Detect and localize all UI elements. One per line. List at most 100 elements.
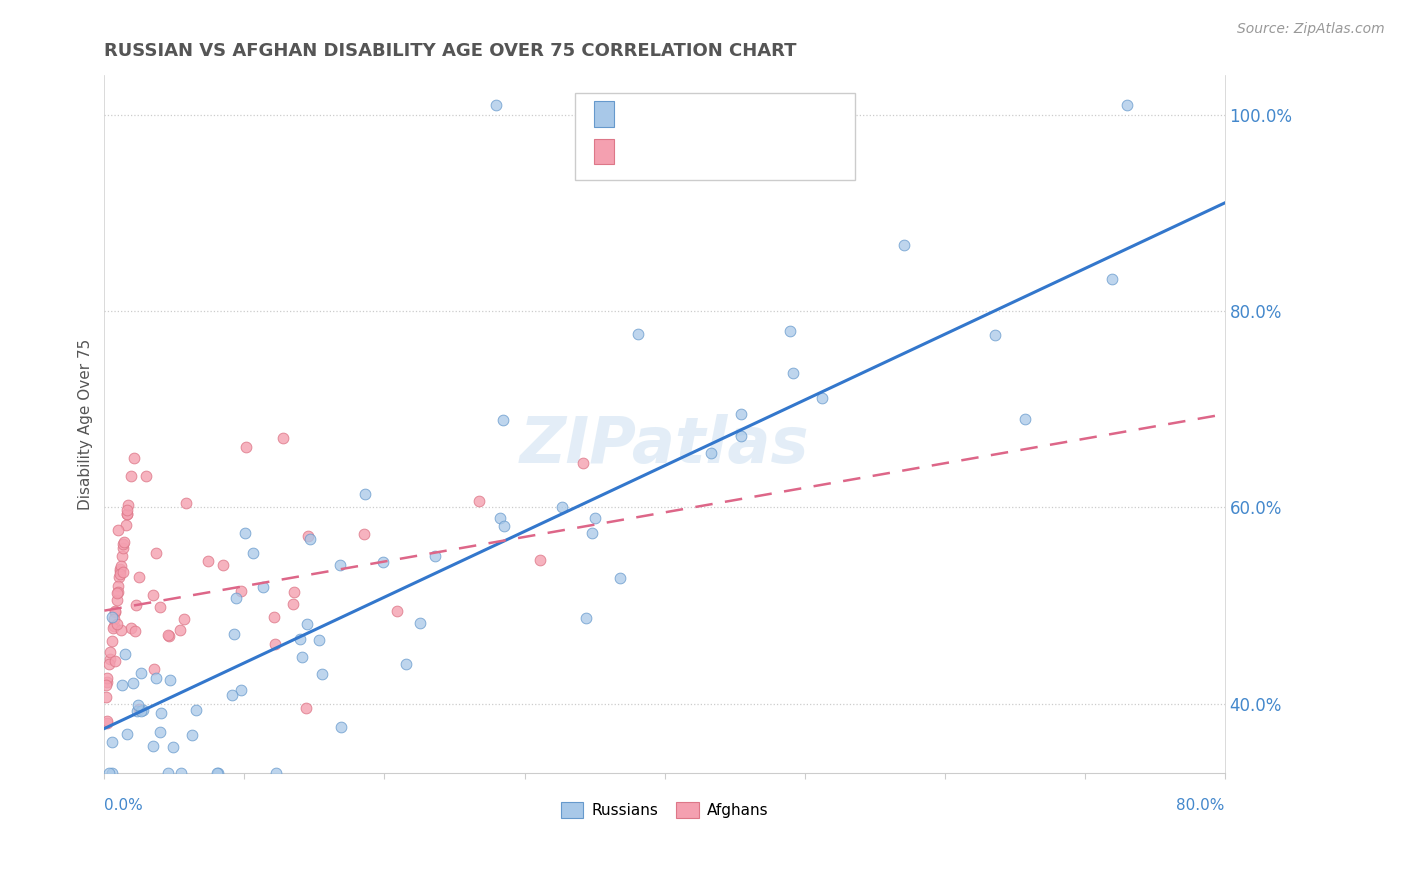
FancyBboxPatch shape: [575, 93, 855, 180]
Point: [221, 688, 243, 702]
Point: [145, 546, 167, 560]
Point: [297, 529, 319, 543]
Point: [129, 666, 152, 681]
Point: [263, 610, 285, 624]
Point: [231, 583, 253, 598]
Point: [103, 619, 125, 633]
Point: [117, 503, 139, 517]
Point: [112, 534, 135, 549]
Point: [489, 511, 512, 525]
Text: R = 0.435   N = 67: R = 0.435 N = 67: [626, 106, 778, 121]
Point: [117, 498, 139, 512]
Point: [108, 570, 131, 584]
Point: [409, 615, 432, 630]
Point: [114, 647, 136, 661]
Point: [492, 519, 515, 533]
Point: [353, 486, 375, 500]
Point: [157, 628, 180, 642]
Point: [295, 616, 318, 631]
Text: RUSSIAN VS AFGHAN DISABILITY AGE OVER 75 CORRELATION CHART: RUSSIAN VS AFGHAN DISABILITY AGE OVER 75…: [104, 42, 797, 60]
Point: [107, 586, 129, 600]
Point: [395, 657, 418, 671]
Point: [104, 603, 127, 617]
Point: [207, 765, 229, 780]
Point: [111, 541, 134, 556]
Point: [114, 518, 136, 533]
Point: [115, 507, 138, 521]
Point: [252, 580, 274, 594]
Point: [551, 500, 574, 515]
Point: [485, 97, 508, 112]
Point: [141, 588, 163, 602]
Point: [96, 715, 118, 730]
Point: [108, 564, 131, 578]
Point: [893, 237, 915, 252]
Text: ZIPatlas: ZIPatlas: [520, 414, 810, 476]
Point: [242, 546, 264, 560]
Point: [699, 445, 721, 459]
Point: [1115, 97, 1137, 112]
Point: [583, 511, 606, 525]
Point: [609, 571, 631, 585]
Point: [295, 700, 318, 714]
Point: [157, 765, 180, 780]
Point: [205, 765, 228, 780]
Point: [423, 549, 446, 564]
Point: [115, 507, 138, 521]
Point: [353, 527, 375, 541]
Point: [143, 662, 166, 676]
Point: [107, 523, 129, 537]
FancyBboxPatch shape: [593, 138, 614, 164]
Point: [149, 725, 172, 739]
Point: [311, 667, 333, 681]
Point: [125, 599, 148, 613]
Point: [730, 407, 752, 421]
Point: [779, 324, 801, 338]
Point: [575, 611, 598, 625]
Text: Source: ZipAtlas.com: Source: ZipAtlas.com: [1237, 22, 1385, 37]
Point: [233, 526, 256, 541]
Point: [98, 651, 121, 665]
Point: [264, 765, 287, 780]
Point: [291, 649, 314, 664]
Point: [810, 392, 832, 406]
Y-axis label: Disability Age Over 75: Disability Age Over 75: [79, 338, 93, 509]
Point: [1101, 272, 1123, 286]
Point: [329, 720, 352, 734]
Point: [101, 765, 124, 780]
Point: [121, 468, 143, 483]
Point: [157, 629, 180, 643]
Point: [103, 621, 125, 635]
Point: [211, 558, 233, 573]
Point: [100, 735, 122, 749]
Point: [125, 704, 148, 718]
Point: [173, 612, 195, 626]
Point: [142, 739, 165, 753]
Point: [984, 328, 1007, 343]
Point: [235, 440, 257, 454]
Point: [104, 605, 127, 619]
Point: [103, 612, 125, 626]
Point: [197, 554, 219, 568]
Text: R = 0.063   N = 71: R = 0.063 N = 71: [626, 144, 778, 159]
Point: [111, 549, 134, 563]
Point: [124, 624, 146, 638]
Point: [329, 558, 352, 572]
Point: [174, 496, 197, 510]
Point: [135, 469, 157, 483]
Point: [97, 657, 120, 671]
Point: [96, 714, 118, 729]
Point: [105, 617, 128, 632]
Point: [170, 765, 193, 780]
Point: [129, 705, 152, 719]
Point: [581, 526, 603, 541]
Point: [128, 570, 150, 584]
Point: [121, 676, 143, 690]
Point: [112, 537, 135, 551]
Point: [159, 673, 181, 688]
Point: [96, 678, 118, 692]
Point: [107, 579, 129, 593]
Point: [222, 626, 245, 640]
Point: [169, 624, 191, 638]
Point: [149, 599, 172, 614]
